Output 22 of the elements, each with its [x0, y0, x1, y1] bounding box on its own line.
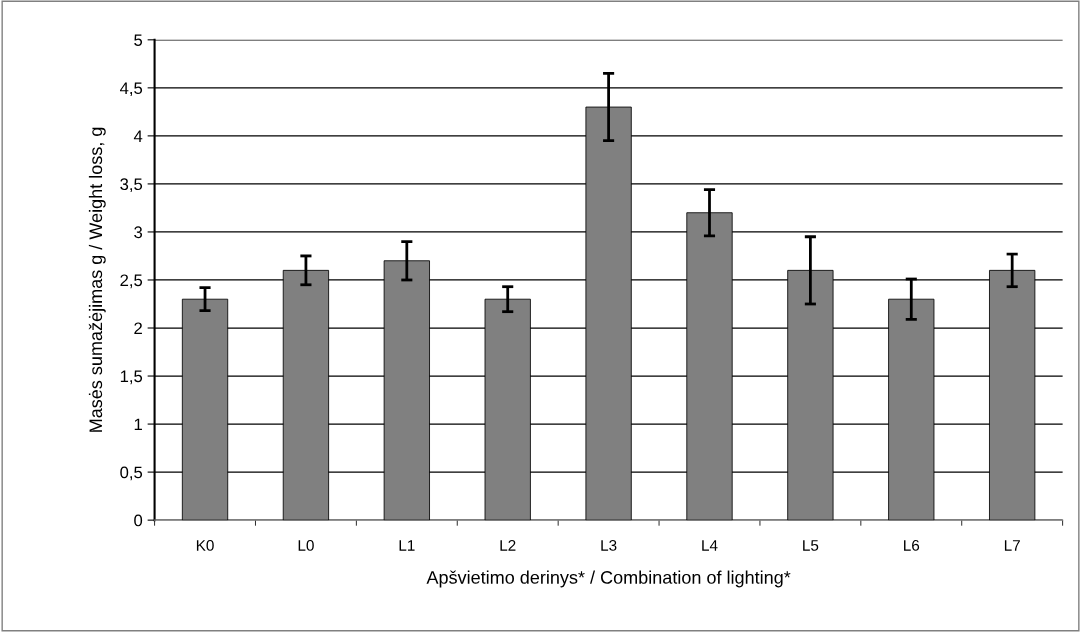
x-tick-label: L5: [803, 540, 819, 551]
x-tick-label: L6: [904, 539, 920, 551]
y-tick-label: 5: [134, 34, 143, 47]
y-tick-label: 1: [134, 418, 142, 431]
x-tick-label: L2: [500, 539, 516, 551]
y-tick-label: 1,5: [120, 370, 143, 385]
x-tick-label: L1: [399, 540, 415, 551]
y-tick-label: 4: [133, 130, 143, 142]
x-tick-label: L7: [1004, 540, 1020, 551]
y-tick-label: 3,5: [120, 178, 143, 193]
y-tick-label: 3: [134, 226, 143, 239]
x-axis-title: Apšvietimo derinys* / Combination of lighting*: [426, 570, 791, 588]
y-tick-label: 0,5: [120, 466, 143, 481]
y-tick-label: 0: [134, 514, 143, 527]
x-tick-label: L4: [702, 540, 718, 551]
x-tick-label: L0: [298, 539, 314, 551]
y-axis-title: Masės sumažėjimas g / Weight loss, g: [88, 127, 106, 432]
y-tick-label: 2: [134, 322, 142, 335]
x-tick-label: K0: [196, 539, 214, 551]
x-tick-label: L3: [601, 539, 617, 551]
y-tick-label: 2,5: [120, 274, 143, 289]
y-tick-label: 4,5: [119, 82, 143, 97]
